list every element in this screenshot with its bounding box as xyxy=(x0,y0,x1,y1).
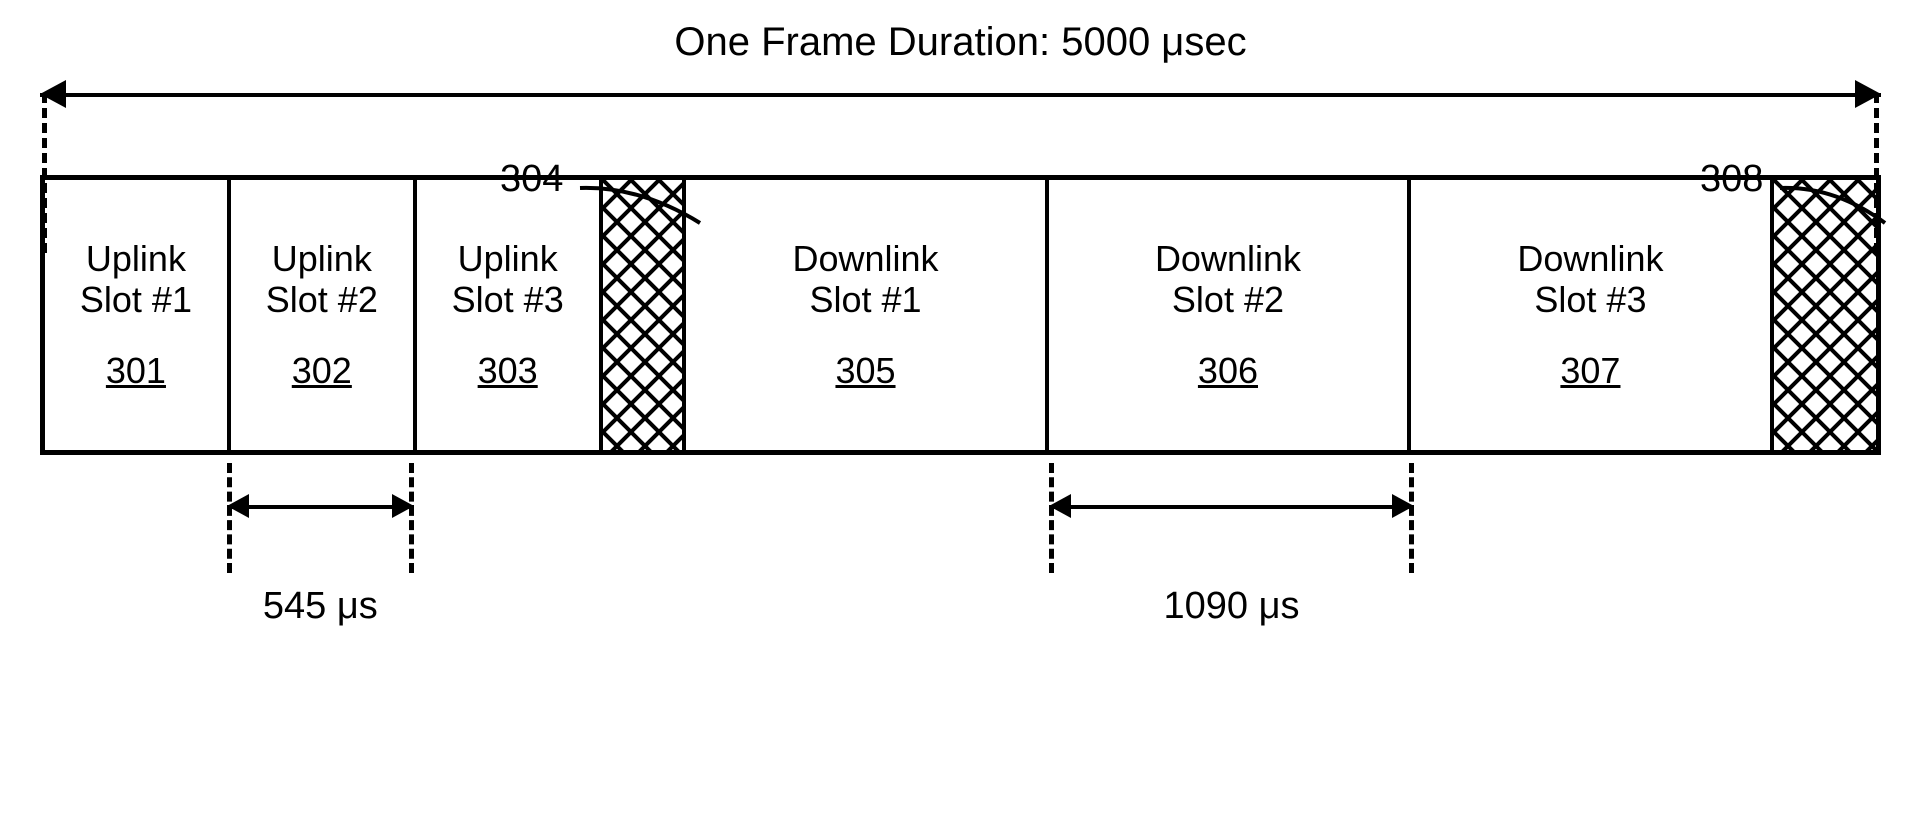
guard-hatch xyxy=(1774,180,1876,450)
uplink-slot: UplinkSlot #2 302 xyxy=(231,180,417,450)
frame-row: UplinkSlot #1301UplinkSlot #2302UplinkSl… xyxy=(40,175,1881,455)
span-extension-left xyxy=(42,93,47,253)
measure-tick-right xyxy=(1409,463,1414,573)
measure-tick-right xyxy=(409,463,414,573)
slot-label: UplinkSlot #2 xyxy=(266,238,378,321)
callout-304: 304 xyxy=(500,158,563,201)
slot-ref-number: 307 xyxy=(1560,350,1620,392)
slot-label: UplinkSlot #1 xyxy=(80,238,192,321)
measure-label: 545 μs xyxy=(227,585,414,628)
guard-region xyxy=(603,180,687,450)
measure-label: 1090 μs xyxy=(1049,585,1413,628)
uplink-slot: UplinkSlot #3 303 xyxy=(417,180,603,450)
slot-ref-number: 305 xyxy=(835,350,895,392)
guard-region xyxy=(1774,180,1876,450)
callout-308: 308 xyxy=(1700,158,1763,201)
measure-arrowhead-left xyxy=(227,494,249,518)
downlink-slot: DownlinkSlot #1 305 xyxy=(686,180,1048,450)
uplink-slot: UplinkSlot #1 301 xyxy=(45,180,231,450)
measure-tick-left xyxy=(1049,463,1054,573)
slot-label: DownlinkSlot #1 xyxy=(792,238,938,321)
callout-304-text: 304 xyxy=(500,158,563,200)
slot-ref-number: 301 xyxy=(106,350,166,392)
slot-ref-number: 306 xyxy=(1198,350,1258,392)
measure-arrowhead-left xyxy=(1049,494,1071,518)
measure-arrowhead-right xyxy=(1392,494,1414,518)
measure-tick-left xyxy=(227,463,232,573)
callout-308-text: 308 xyxy=(1700,158,1763,200)
downlink-slot: DownlinkSlot #2 306 xyxy=(1049,180,1411,450)
slot-label: UplinkSlot #3 xyxy=(452,238,564,321)
slot-ref-number: 302 xyxy=(292,350,352,392)
slot-ref-number: 303 xyxy=(478,350,538,392)
measure-arrowhead-right xyxy=(392,494,414,518)
guard-hatch xyxy=(603,180,683,450)
bottom-measures: 545 μs 1090 μs xyxy=(40,455,1881,655)
frame-span-arrow xyxy=(40,75,1881,175)
span-line xyxy=(40,93,1881,97)
downlink-slot: DownlinkSlot #3 307 xyxy=(1411,180,1773,450)
frame-duration-label: One Frame Duration: 5000 μsec xyxy=(0,20,1921,65)
measure-bar xyxy=(1049,505,1413,509)
slot-label: DownlinkSlot #3 xyxy=(1517,238,1663,321)
measure-bar xyxy=(227,505,414,509)
slot-label: DownlinkSlot #2 xyxy=(1155,238,1301,321)
